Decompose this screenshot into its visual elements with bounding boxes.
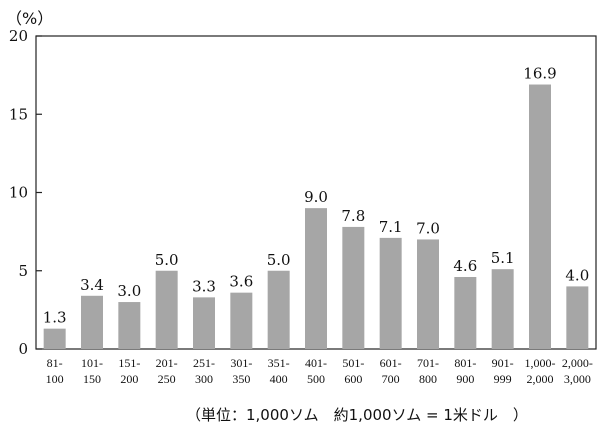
category-label: 901-999 — [492, 356, 514, 386]
category-label: 101-150 — [81, 356, 103, 386]
category-label: 1,000-2,000 — [525, 356, 556, 386]
value-label: 4.0 — [565, 266, 589, 284]
category-label: 151-200 — [118, 356, 140, 386]
value-label: 4.6 — [453, 257, 477, 275]
value-label: 16.9 — [523, 65, 556, 83]
category-label: 81-100 — [46, 356, 64, 386]
value-label: 3.4 — [80, 276, 104, 294]
category-label: 501-600 — [342, 356, 364, 386]
value-label: 3.3 — [192, 277, 216, 295]
value-label: 5.1 — [491, 249, 515, 267]
category-label: 301-350 — [230, 356, 252, 386]
value-label: 5.0 — [155, 251, 179, 269]
category-label: 251-300 — [193, 356, 215, 386]
y-tick-label: 5 — [18, 262, 28, 280]
y-tick-label: 20 — [9, 27, 28, 45]
category-label: 351-400 — [268, 356, 290, 386]
value-label: 7.8 — [341, 207, 365, 225]
category-label: 201-250 — [156, 356, 178, 386]
bar — [454, 277, 477, 349]
category-label: 401-500 — [305, 356, 327, 386]
value-label: 3.6 — [229, 273, 253, 291]
y-tick-label: 15 — [9, 105, 28, 123]
category-label: 801-900 — [454, 356, 476, 386]
category-label: 601-700 — [380, 356, 402, 386]
bar — [491, 269, 514, 349]
bar — [379, 237, 402, 349]
y-axis-unit-label: （%） — [6, 9, 53, 28]
value-label: 3.0 — [117, 282, 141, 300]
bar — [566, 286, 589, 349]
y-axis-ticks: 0 5 10 15 20 — [9, 27, 42, 358]
bar — [43, 328, 66, 349]
bar — [118, 302, 141, 349]
value-label: 7.0 — [416, 219, 440, 237]
bar — [529, 84, 551, 349]
value-label: 5.0 — [267, 251, 291, 269]
value-labels: 1.3 3.4 3.0 5.0 3.3 3.6 5.0 9.0 7.8 7.1 7.0 4.6 5.1 1… — [43, 65, 590, 327]
bar — [193, 297, 215, 349]
bar — [305, 208, 327, 349]
y-tick-label: 0 — [18, 340, 28, 358]
bar — [342, 226, 365, 349]
bar — [81, 295, 103, 349]
y-tick-label: 10 — [9, 184, 28, 202]
category-labels: 81-100 101-150 151-200 201-250 251-300 301-35… — [46, 356, 593, 386]
category-label: 2,000-3,000 — [562, 356, 593, 386]
bar — [417, 239, 439, 349]
bars — [43, 84, 589, 349]
value-label: 9.0 — [304, 188, 328, 206]
value-label: 7.1 — [379, 218, 403, 236]
category-label: 701-800 — [417, 356, 439, 386]
unit-note: （単位：1,000ソム 約1,000ソム = 1米ドル ） — [186, 406, 528, 424]
bar — [230, 292, 253, 349]
bar — [155, 270, 178, 349]
value-label: 1.3 — [43, 309, 67, 327]
bar — [267, 270, 290, 349]
